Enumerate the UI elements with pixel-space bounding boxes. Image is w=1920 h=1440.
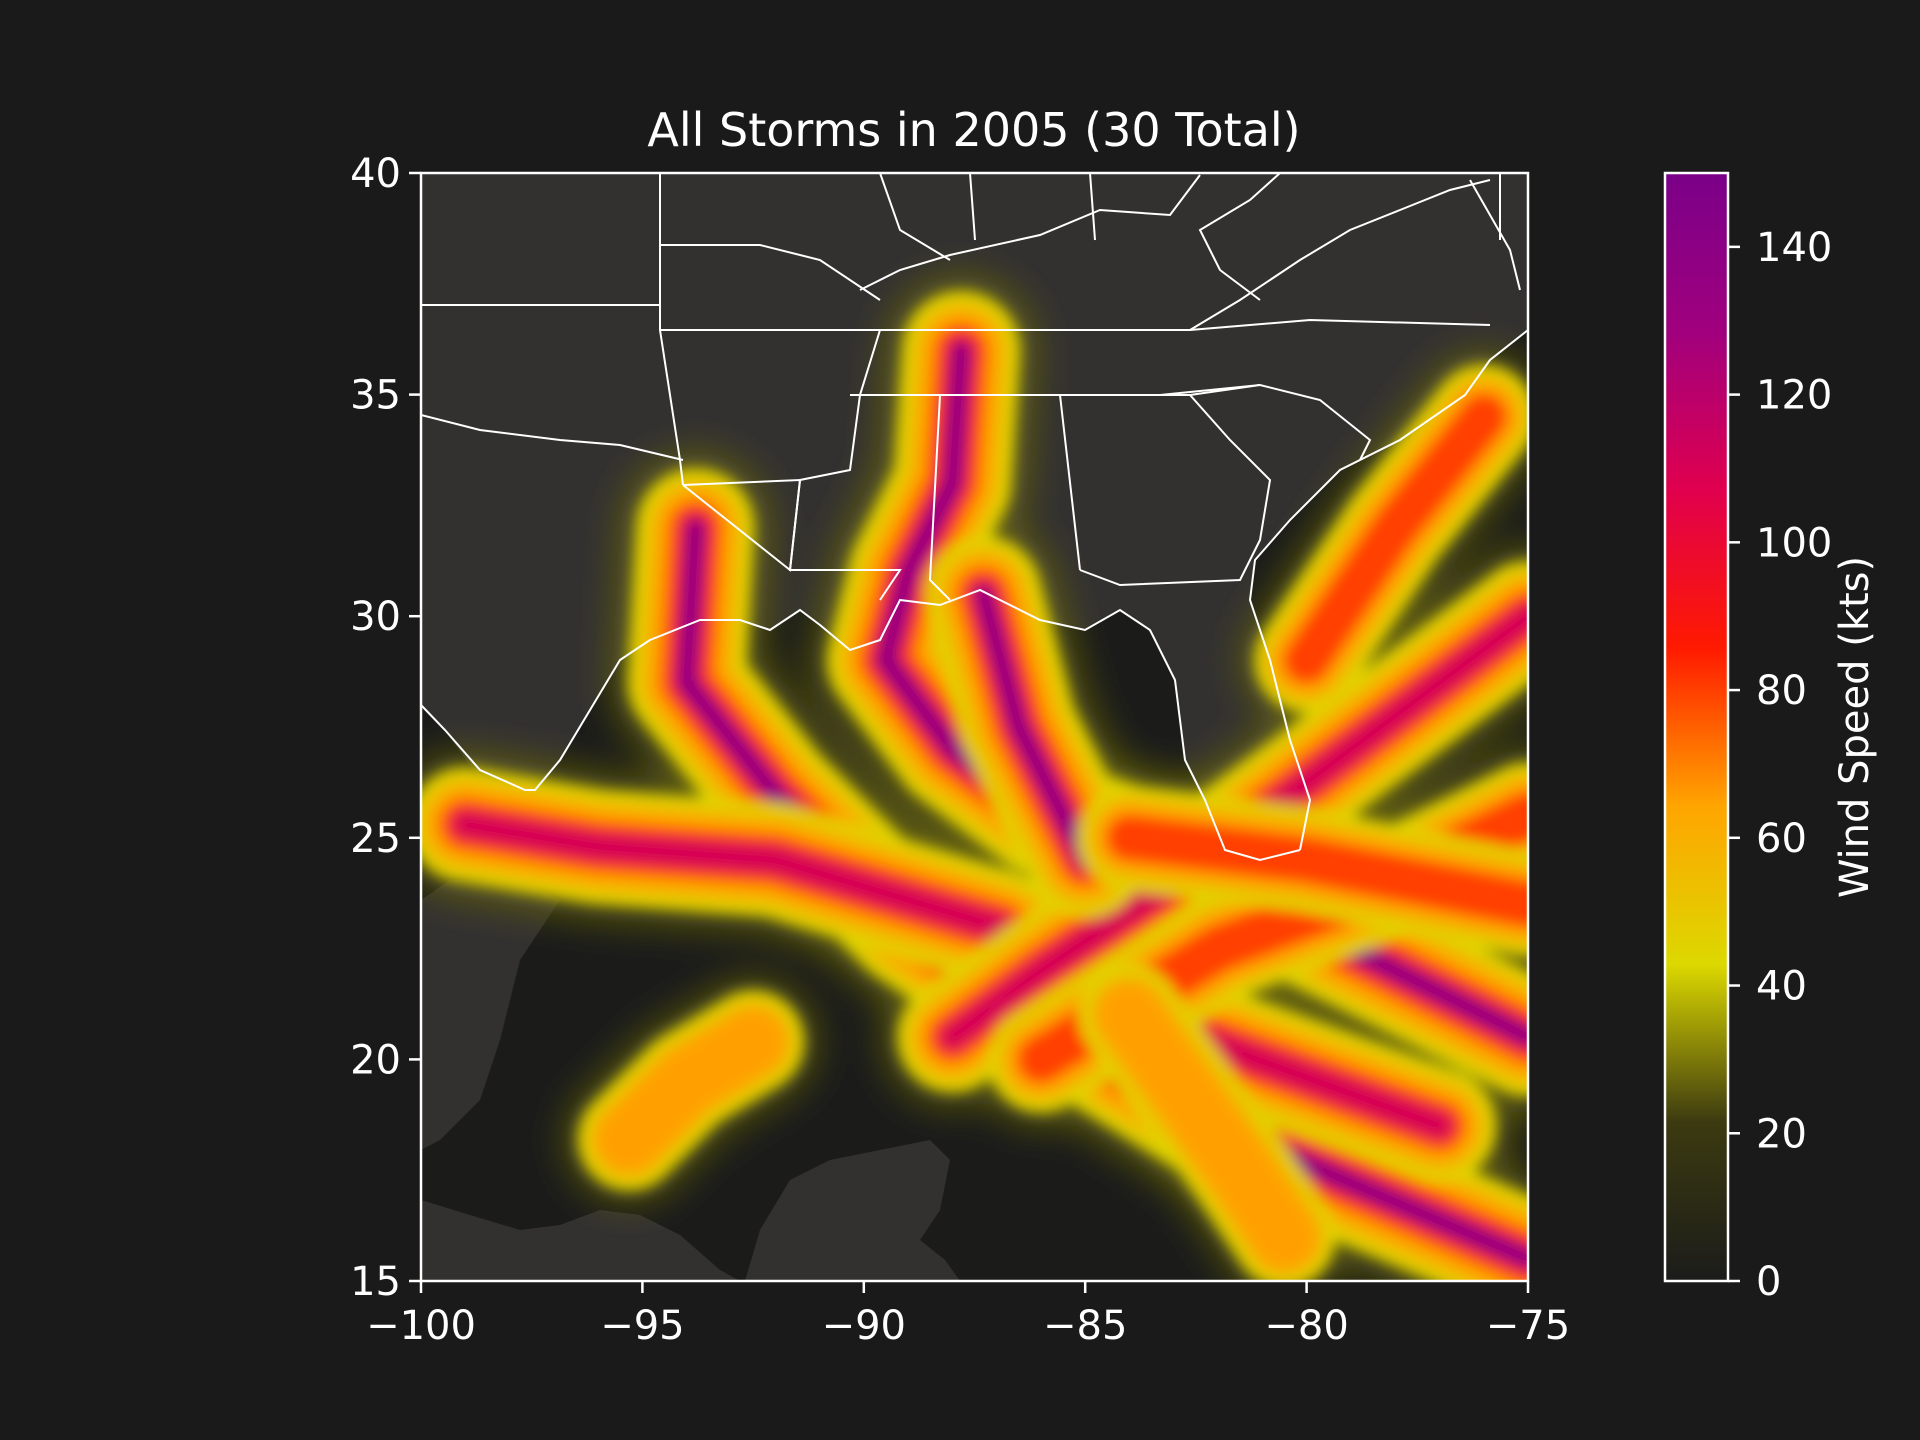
x-tick-label: −90 xyxy=(822,1303,906,1349)
colorbar-tick-label: 20 xyxy=(1756,1111,1807,1157)
border-carolinas xyxy=(1159,383,1372,461)
mexico-west xyxy=(421,880,560,1150)
border-tennessee xyxy=(880,318,1491,331)
y-tick-label: 40 xyxy=(350,151,401,197)
border-virginia xyxy=(1189,179,1491,331)
storm-track-9-band-3 xyxy=(596,1008,787,1173)
x-axis-ticks: −100 −95 −90 −85 −80 −75 xyxy=(366,1281,1570,1349)
colorbar-tick-label: 40 xyxy=(1756,964,1807,1010)
colorbar-tick-label: 0 xyxy=(1756,1259,1781,1305)
border-ohio-wv xyxy=(1198,173,1281,301)
border-louisiana xyxy=(682,478,902,601)
storm-track-8-band-4 xyxy=(1283,393,1507,684)
yucatan-peninsula xyxy=(745,1140,960,1281)
colorbar: 0 20 40 60 80 100 120 140 Wind Speed (kts) xyxy=(1663,171,1878,1305)
coastline-gulf xyxy=(421,588,1301,862)
mexico-central-america xyxy=(421,1200,740,1281)
y-tick-label: 30 xyxy=(350,594,401,640)
colorbar-fill xyxy=(1665,173,1728,1281)
storm-track-6-band-6 xyxy=(975,586,1094,868)
x-tick-label: −100 xyxy=(366,1303,476,1349)
x-tick-label: −95 xyxy=(600,1303,684,1349)
colorbar-label: Wind Speed (kts) xyxy=(1832,556,1878,898)
border-northeast xyxy=(1469,173,1521,291)
storm-track-3-band-5 xyxy=(450,810,1454,1141)
x-tick-label: −80 xyxy=(1264,1303,1348,1349)
coastline-atlantic xyxy=(1248,329,1528,851)
y-tick-label: 20 xyxy=(350,1037,401,1083)
x-tick-label: −85 xyxy=(1043,1303,1127,1349)
map-frame xyxy=(419,171,1530,1283)
y-tick-label: 35 xyxy=(350,373,401,419)
state-borders xyxy=(421,173,1528,862)
border-kentucky xyxy=(859,174,1201,291)
colorbar-tick-label: 100 xyxy=(1756,520,1832,566)
x-tick-label: −75 xyxy=(1486,1303,1570,1349)
y-tick-label: 25 xyxy=(350,816,401,862)
storm-track-layer xyxy=(421,291,1528,1281)
map-axes: −100 −95 −90 −85 −80 −75 15 20 25 30 35 40 xyxy=(350,151,1570,1349)
colorbar-tick-label: 80 xyxy=(1756,668,1807,714)
border-missouri xyxy=(659,173,951,305)
colorbar-frame xyxy=(1663,171,1730,1283)
y-axis-ticks: 15 20 25 30 35 40 xyxy=(350,151,421,1305)
colorbar-tick-label: 120 xyxy=(1756,373,1832,419)
storm-track-7-band-4 xyxy=(1106,814,1528,928)
colorbar-tick-label: 140 xyxy=(1756,225,1832,271)
colorbar-ticks: 0 20 40 60 80 100 120 140 xyxy=(1728,225,1832,1305)
storm-track-10-band-3 xyxy=(1096,982,1318,1270)
border-illinois-indiana xyxy=(969,173,1096,241)
border-georgia xyxy=(1060,394,1272,587)
colorbar-tick-label: 60 xyxy=(1756,816,1807,862)
y-tick-label: 15 xyxy=(350,1259,401,1305)
chart-title: All Storms in 2005 (30 Total) xyxy=(647,103,1300,157)
border-oklahoma-kansas xyxy=(421,414,684,461)
